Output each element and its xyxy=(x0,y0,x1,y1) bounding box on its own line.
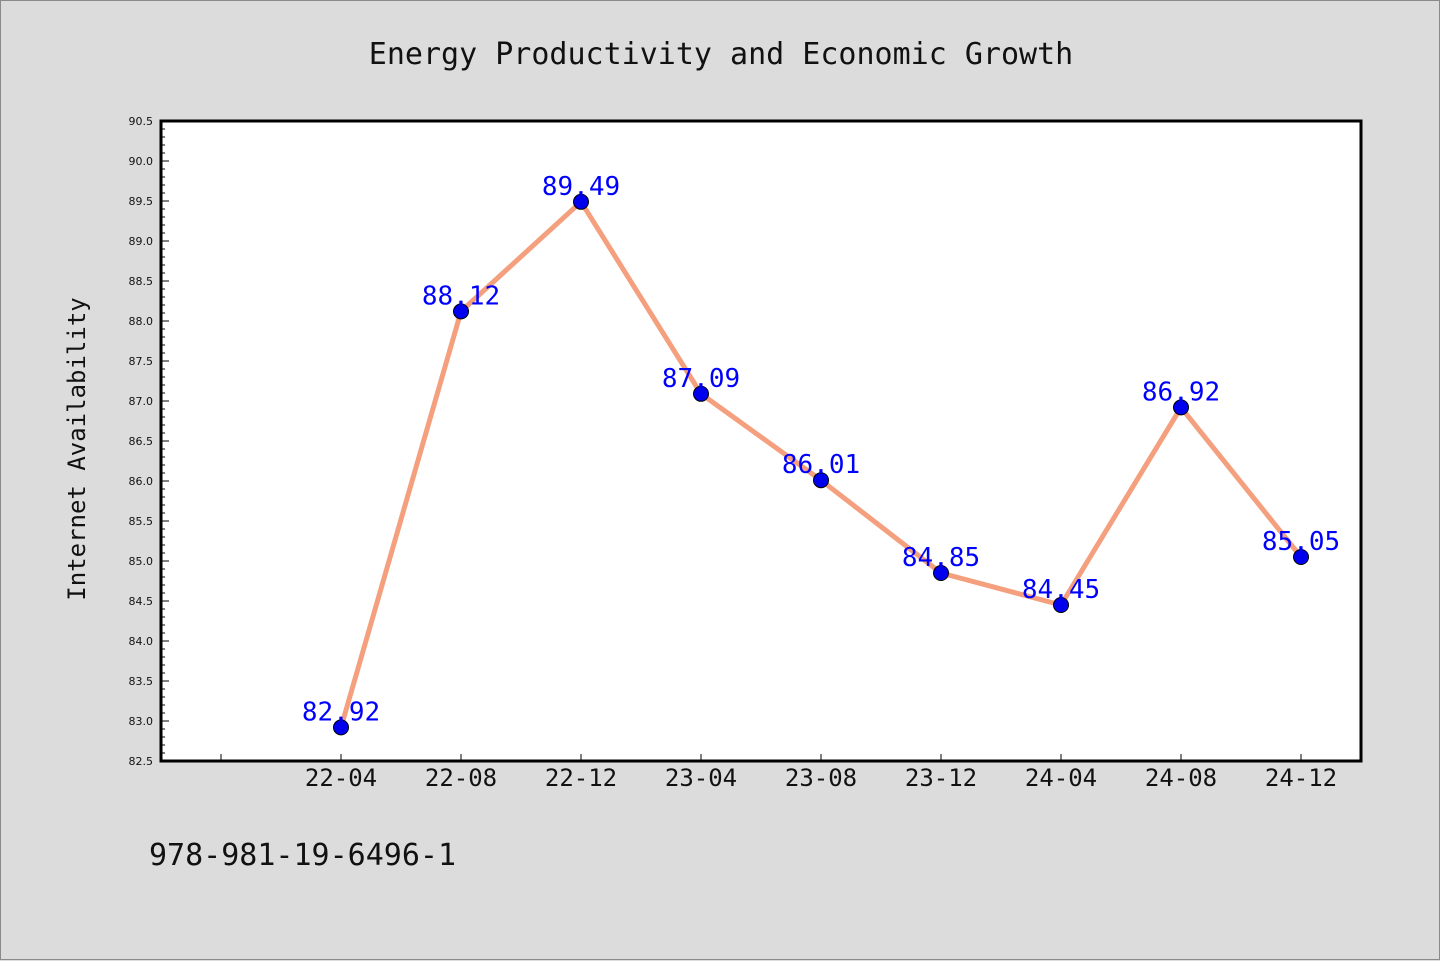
y-axis-label: Internet Availability xyxy=(63,297,91,600)
data-label: 85.05 xyxy=(1262,527,1340,557)
footnote: 978-981-19-6496-1 xyxy=(149,838,456,873)
plot-area xyxy=(159,119,1363,763)
data-label: 86.01 xyxy=(782,450,860,480)
data-label: 82.92 xyxy=(302,697,380,727)
y-tick-label: 84.0 xyxy=(129,635,154,648)
y-tick-label: 86.0 xyxy=(129,475,154,488)
x-tick-label: 23-08 xyxy=(785,764,857,792)
y-tick-label: 87.5 xyxy=(129,355,154,368)
y-tick-label: 88.5 xyxy=(129,275,154,288)
y-tick-label: 85.0 xyxy=(129,555,154,568)
y-tick-label: 83.5 xyxy=(129,675,154,688)
data-label: 88.12 xyxy=(422,281,500,311)
y-axis: 82.5 83.0 83.5 84.0 84.5 85.0 85.5 86.0 86.5 87.0… xyxy=(129,115,169,768)
y-tick-label: 82.5 xyxy=(129,755,154,768)
y-tick-label: 85.5 xyxy=(129,515,154,528)
data-point xyxy=(933,565,949,581)
data-point xyxy=(1293,549,1309,565)
data-point xyxy=(573,193,589,210)
y-tick-label: 86.5 xyxy=(129,435,154,448)
x-axis: 22-04 22-08 22-12 23-04 23-08 23-12 24-04 24-08… xyxy=(220,754,1337,792)
x-tick-label: 22-08 xyxy=(425,764,497,792)
y-tick-label: 90.5 xyxy=(129,115,154,128)
x-tick-label: 24-04 xyxy=(1025,764,1097,792)
data-point xyxy=(333,719,349,736)
x-tick-label: 24-08 xyxy=(1145,764,1217,792)
x-tick-label: 23-12 xyxy=(905,764,977,792)
data-point xyxy=(813,472,829,489)
series-layer: 82.92 88.12 89.49 87.09 86.01 84.85 84.45 86.92… xyxy=(302,172,1340,736)
x-tick-label: 22-04 xyxy=(305,764,377,792)
data-label: 84.45 xyxy=(1022,575,1100,605)
data-point xyxy=(453,303,469,320)
y-tick-label: 90.0 xyxy=(129,155,154,168)
data-point xyxy=(1173,399,1189,416)
y-tick-label: 89.0 xyxy=(129,235,154,248)
data-label: 84.85 xyxy=(902,543,980,573)
y-tick-label: 87.0 xyxy=(129,395,154,408)
y-tick-label: 89.5 xyxy=(129,195,154,208)
x-tick-label: 24-12 xyxy=(1265,764,1337,792)
data-label: 89.49 xyxy=(542,172,620,202)
data-label: 87.09 xyxy=(662,364,740,394)
y-tick-label: 83.0 xyxy=(129,715,154,728)
data-label: 86.92 xyxy=(1142,377,1220,407)
y-tick-label: 88.0 xyxy=(129,315,154,328)
x-tick-label: 22-12 xyxy=(545,764,617,792)
data-point xyxy=(693,385,709,402)
data-point xyxy=(1053,597,1069,613)
y-tick-label: 84.5 xyxy=(129,595,154,608)
x-tick-label: 23-04 xyxy=(665,764,737,792)
chart-title: Energy Productivity and Economic Growth xyxy=(369,37,1073,72)
